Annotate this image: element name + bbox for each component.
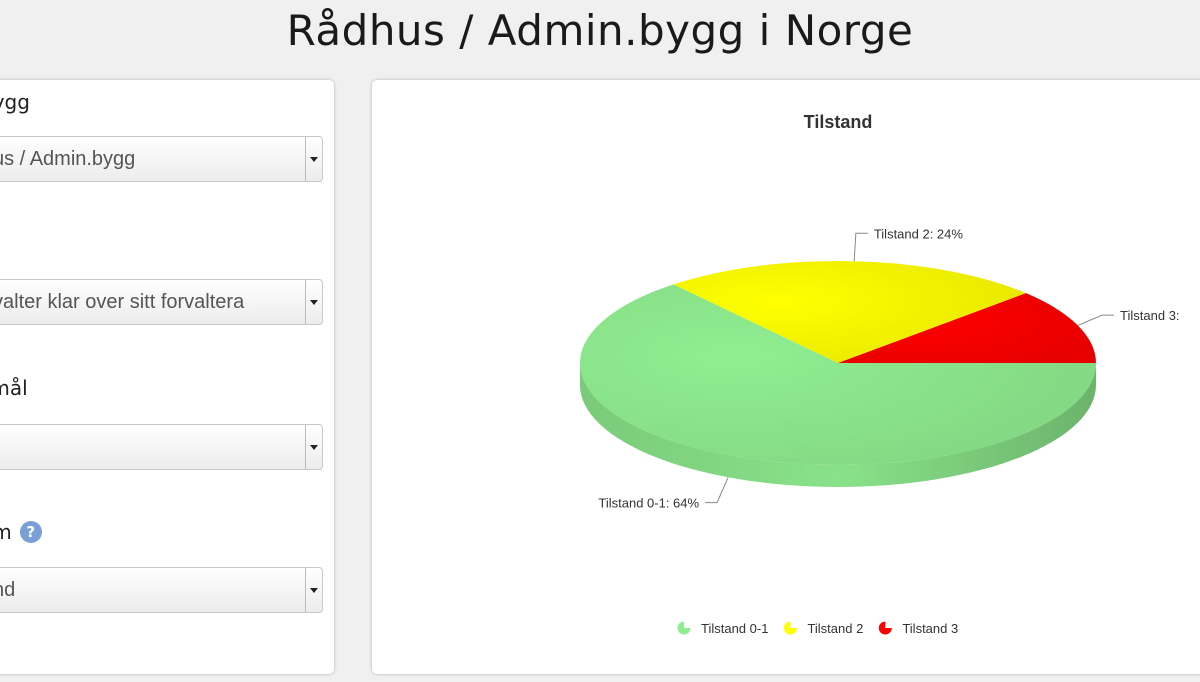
pie-legend-icon-cutout	[684, 621, 691, 628]
pie-label-connector	[1077, 314, 1115, 326]
legend-label: Tilstand 2	[807, 621, 863, 636]
filter-label-building-type: bygg	[0, 90, 30, 114]
pie-data-label: Tilstand 0-1: 64%	[598, 496, 699, 511]
chevron-down-icon	[305, 137, 322, 181]
legend-label: Tilstand 0-1	[701, 621, 768, 636]
pie-legend-icon-cutout	[885, 621, 893, 628]
pie-label-connector	[705, 477, 729, 504]
pie-slice[interactable]	[673, 261, 1027, 363]
program-select-value: nd	[0, 579, 16, 601]
program-select[interactable]: nd	[0, 567, 323, 613]
pie-legend-icon-cutout	[790, 621, 798, 628]
purpose-select[interactable]	[0, 424, 323, 470]
pie-chart: Tilstand Tilstand 0-1: 64% Tilstand 2: 24…	[580, 112, 1180, 636]
legend-item[interactable]: Tilstand 0-1	[677, 621, 769, 636]
chevron-down-icon	[305, 568, 322, 612]
pie-label-connector	[853, 232, 868, 262]
pie-slice[interactable]	[838, 293, 1096, 363]
filter-label-program: am?	[0, 520, 42, 544]
manager-awareness-select[interactable]: valter klar over sitt forvaltera	[0, 279, 323, 325]
chevron-down-icon	[305, 280, 322, 324]
pie-slice-side	[580, 363, 1096, 487]
help-icon[interactable]: ?	[19, 521, 42, 543]
chart-panel: Tilstand Tilstand 0-1: 64% Tilstand 2: 24…	[372, 80, 1200, 674]
building-type-select-value: us / Admin.bygg	[0, 148, 136, 170]
chart-title: Tilstand	[804, 112, 873, 132]
filter-label-purpose: smål	[0, 376, 28, 400]
legend-label: Tilstand 3	[902, 621, 958, 636]
pie-slice[interactable]	[580, 284, 1096, 466]
page-title: Rådhus / Admin.bygg i Norge	[286, 6, 914, 55]
pie-data-label: Tilstand 3:	[1120, 308, 1180, 323]
legend-item[interactable]: Tilstand 3	[878, 621, 958, 636]
chevron-down-icon	[305, 425, 322, 469]
legend-item[interactable]: Tilstand 2	[783, 621, 863, 636]
pie-data-label: Tilstand 2: 24%	[874, 226, 964, 241]
building-type-select[interactable]: us / Admin.bygg	[0, 136, 323, 182]
filter-panel: bygg us / Admin.bygg valter klar over si…	[0, 80, 334, 674]
manager-awareness-select-value: valter klar over sitt forvaltera	[0, 291, 245, 313]
